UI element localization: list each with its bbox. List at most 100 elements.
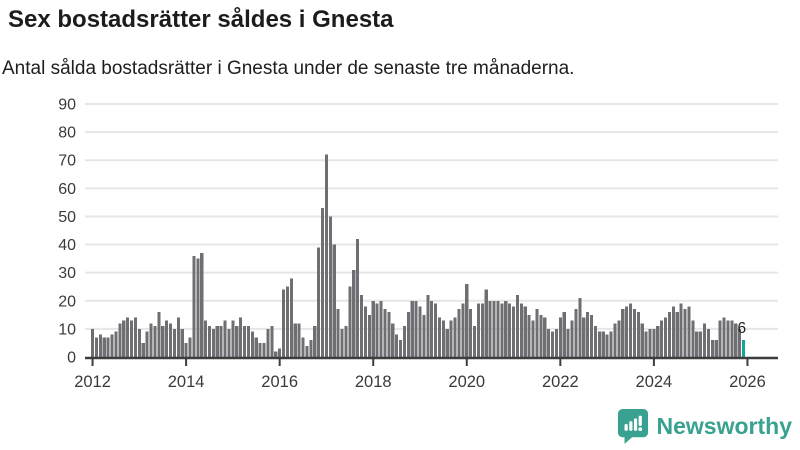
bar xyxy=(231,320,235,357)
bar xyxy=(469,309,473,357)
y-tick-label: 40 xyxy=(58,237,76,254)
bar xyxy=(683,309,687,357)
bar xyxy=(574,309,578,357)
bar xyxy=(359,295,364,357)
bar xyxy=(722,317,726,357)
bar xyxy=(671,306,675,357)
bar xyxy=(348,286,352,357)
bar xyxy=(375,303,379,357)
bar xyxy=(512,306,516,357)
bar xyxy=(632,309,636,357)
bar xyxy=(270,326,274,357)
x-tick-label: 2016 xyxy=(261,373,298,391)
bar xyxy=(430,300,434,357)
bar xyxy=(352,269,356,357)
bar xyxy=(445,328,449,357)
bar xyxy=(180,328,184,357)
bar xyxy=(356,238,360,357)
bar xyxy=(504,300,508,357)
bar xyxy=(301,337,305,357)
bar xyxy=(695,331,699,357)
bar xyxy=(387,312,391,357)
bar xyxy=(391,323,395,357)
y-tick-label: 90 xyxy=(58,97,76,114)
bar xyxy=(188,337,192,357)
bar xyxy=(379,300,383,357)
bar xyxy=(519,303,523,357)
bar xyxy=(562,312,566,357)
bar xyxy=(122,320,126,357)
bar xyxy=(371,300,375,357)
bar xyxy=(282,289,286,357)
bar xyxy=(593,326,597,357)
bar xyxy=(652,328,656,357)
bar xyxy=(434,303,438,357)
bar xyxy=(550,331,555,357)
bar xyxy=(196,258,200,357)
bar xyxy=(664,317,668,357)
bar xyxy=(106,337,110,357)
bar xyxy=(110,334,114,357)
x-tick-label: 2022 xyxy=(542,373,579,391)
bar xyxy=(609,331,613,357)
bar xyxy=(250,331,254,357)
bar xyxy=(410,300,414,357)
bar xyxy=(461,303,465,357)
y-tick-label: 60 xyxy=(58,181,76,198)
last-value-annotation: 6 xyxy=(737,320,746,337)
bar xyxy=(699,331,703,357)
bar xyxy=(126,317,130,357)
bar xyxy=(613,323,617,357)
bar xyxy=(644,331,648,357)
bar xyxy=(309,340,313,357)
bar xyxy=(578,297,582,357)
bar xyxy=(547,328,551,357)
y-axis-labels: 0 10 20 30 40 50 60 70 80 90 xyxy=(58,97,76,367)
bar xyxy=(235,326,239,357)
chart-subtitle: Antal sålda bostadsrätter i Gnesta under… xyxy=(2,58,575,79)
bar xyxy=(278,348,282,357)
bar xyxy=(114,331,118,357)
bar xyxy=(227,328,231,357)
bar xyxy=(640,323,644,357)
bar xyxy=(570,320,574,357)
bar xyxy=(687,306,691,357)
bar xyxy=(679,303,683,357)
bar xyxy=(340,328,344,357)
bar xyxy=(141,342,145,357)
y-tick-label: 80 xyxy=(58,125,76,142)
bar xyxy=(184,342,188,357)
bar xyxy=(200,252,204,357)
bar xyxy=(586,312,590,357)
newsworthy-bubble-chart-icon xyxy=(617,409,648,444)
bar xyxy=(192,255,196,357)
bar xyxy=(742,340,746,357)
bar xyxy=(500,303,504,357)
bar xyxy=(157,312,161,357)
bar xyxy=(383,309,387,357)
bar xyxy=(211,328,215,357)
bar xyxy=(449,320,453,357)
bar xyxy=(426,295,430,357)
y-tick-label: 70 xyxy=(58,153,76,170)
bar xyxy=(297,323,301,357)
y-tick-label: 10 xyxy=(58,321,76,338)
brand-name: Newsworthy xyxy=(656,412,792,439)
y-tick-label: 30 xyxy=(58,265,76,282)
bar xyxy=(324,154,328,357)
bar xyxy=(168,323,173,357)
bar xyxy=(531,320,535,357)
page-title: Sex bostadsrätter såldes i Gnesta xyxy=(8,6,394,33)
bar xyxy=(305,345,309,357)
x-tick-label: 2024 xyxy=(636,373,673,391)
bar xyxy=(137,328,141,357)
bar xyxy=(332,244,336,357)
bar xyxy=(543,317,547,357)
bar xyxy=(246,326,251,357)
bar xyxy=(617,320,621,357)
bar xyxy=(625,306,629,357)
bar xyxy=(473,326,477,357)
bar xyxy=(223,320,227,357)
bar xyxy=(254,337,258,357)
x-tick-label: 2020 xyxy=(448,373,485,391)
